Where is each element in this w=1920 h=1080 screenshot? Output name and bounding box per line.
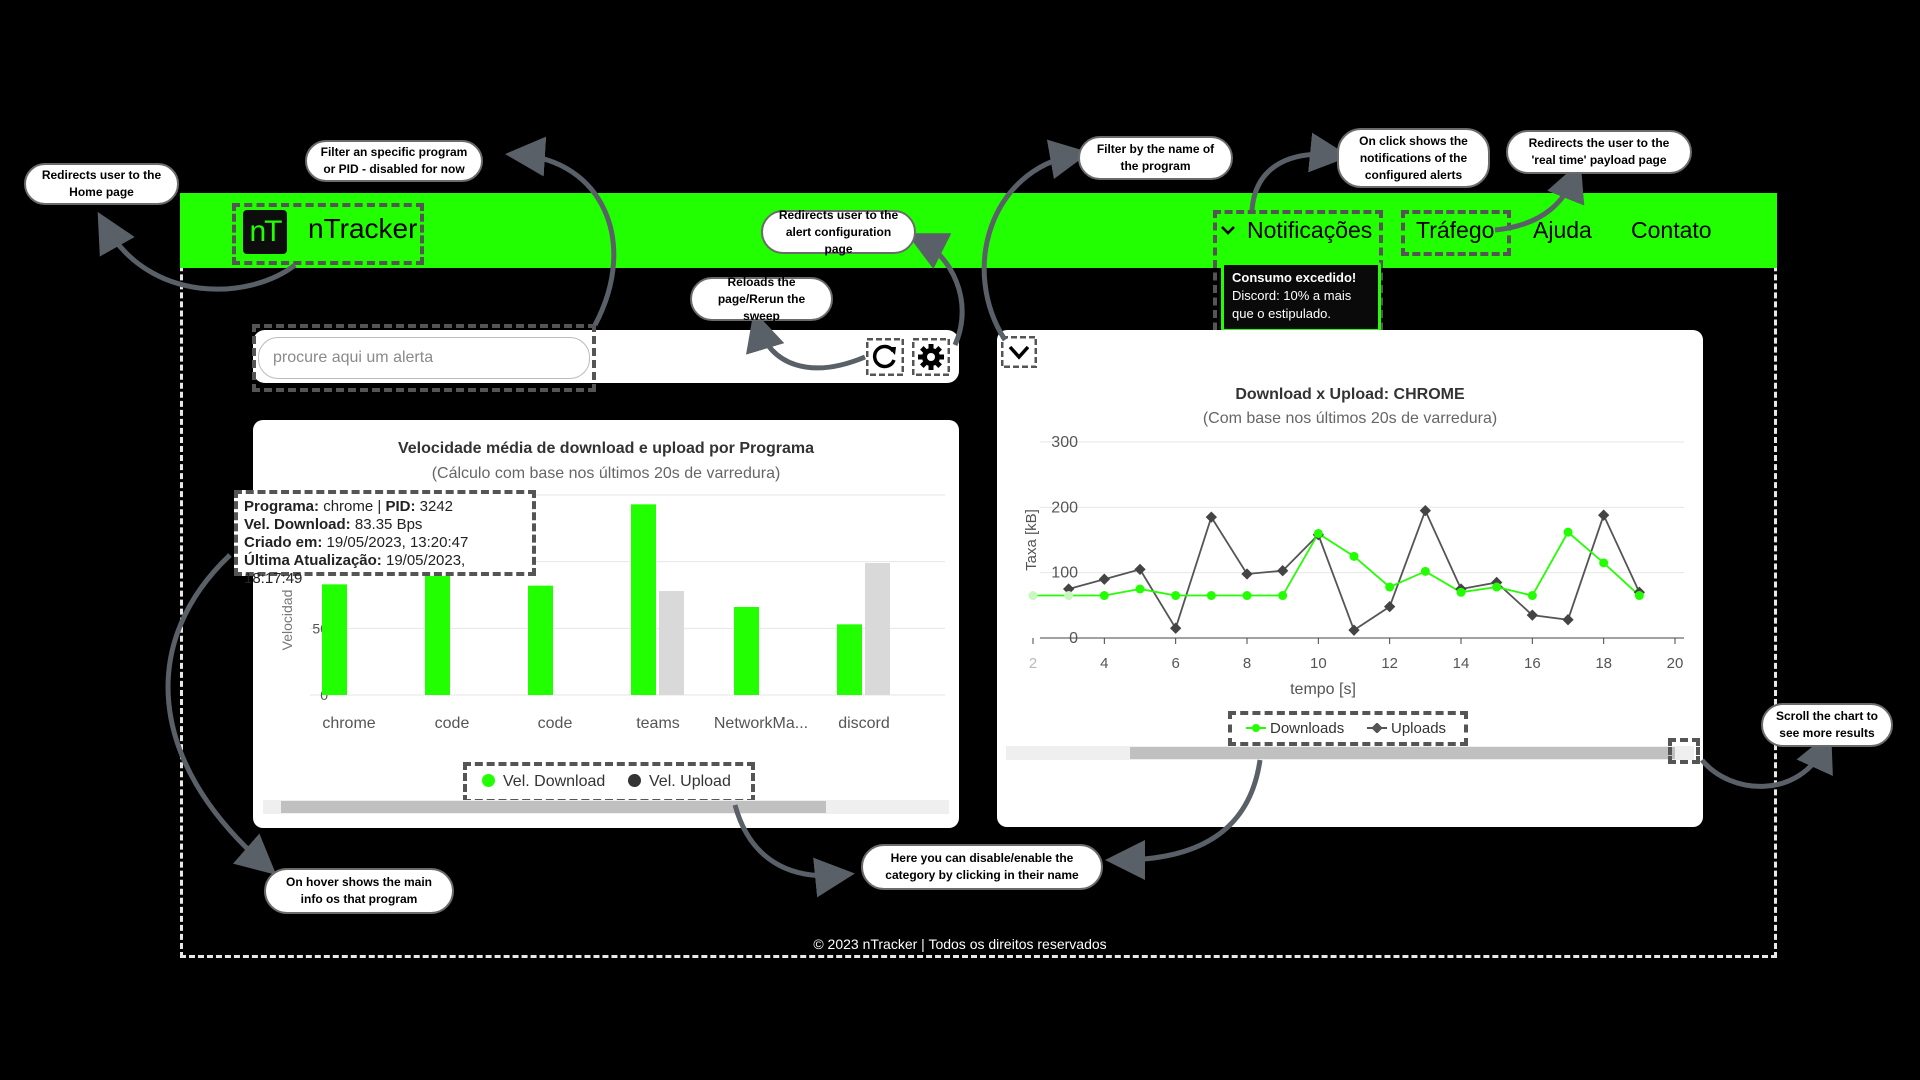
chevron-down-icon[interactable] [1220, 222, 1236, 238]
annotation-hover: On hover shows the main info os that pro… [264, 868, 454, 914]
tooltip-pid-value: 3242 [419, 498, 454, 515]
legend-uploads-marker [1367, 722, 1387, 734]
annotation-alert-config: Redirects user to the alert configuratio… [761, 208, 916, 256]
legend-download-label: Vel. Download [503, 773, 606, 790]
legend-download[interactable]: Vel. Download [482, 773, 605, 791]
notification-popup[interactable]: Consumo excedido! Discord: 10% a mais qu… [1221, 262, 1381, 332]
chevron-down-icon [1000, 335, 1038, 369]
line-chart-scroll-thumb[interactable] [1130, 747, 1675, 759]
tooltip-created-value: 19/05/2023, 13:20:47 [326, 534, 469, 551]
legend-downloads[interactable]: Downloads [1246, 720, 1344, 737]
chart-filter-dropdown[interactable] [1000, 335, 1038, 369]
notification-message: Discord: 10% a mais que o estipulado. [1232, 288, 1352, 321]
logo-dashed-highlight [232, 203, 424, 265]
legend-upload-label: Vel. Upload [649, 773, 731, 790]
annotation-home: Redirects user to the Home page [24, 163, 179, 205]
legend-upload[interactable]: Vel. Upload [628, 773, 731, 791]
bar-chart-scrollbar[interactable] [263, 800, 949, 814]
nav-help[interactable]: Ajuda [1533, 217, 1592, 243]
legend-downloads-label: Downloads [1270, 720, 1345, 737]
program-tooltip: Programa: chrome | PID: 3242 Vel. Downlo… [234, 490, 536, 587]
footer: © 2023 nTracker | Todos os direitos rese… [813, 936, 1107, 952]
traffic-dashed-highlight [1401, 210, 1511, 256]
gear-icon [911, 337, 951, 377]
tooltip-created-label: Criado em: [244, 534, 323, 551]
nav-traffic[interactable]: Tráfego [1416, 217, 1495, 243]
bar-chart-scroll-thumb[interactable] [281, 801, 826, 813]
annotation-category: Here you can disable/enable the category… [861, 844, 1103, 890]
nav-notifications[interactable]: Notificações [1247, 217, 1373, 243]
annotation-filter-program: Filter an specific program or PID - disa… [305, 140, 483, 182]
line-chart-title: Download x Upload: CHROME [1235, 386, 1465, 403]
tooltip-download-value: 83.35 Bps [354, 516, 423, 533]
annotation-reload: Reloads the page/Rerun the sweep [690, 275, 833, 323]
legend-uploads[interactable]: Uploads [1367, 720, 1446, 737]
line-chart-scrollbar[interactable] [1006, 746, 1694, 760]
tooltip-updated-label: Última Atualização: [244, 552, 382, 569]
annotation-traffic: Redirects the user to the 'real time' pa… [1506, 130, 1692, 174]
settings-button[interactable] [911, 337, 951, 377]
tooltip-download-label: Vel. Download: [244, 516, 351, 533]
tooltip-program-label: Programa: [244, 498, 320, 515]
bar-chart-title: Velocidade média de download e upload po… [397, 440, 815, 457]
annotation-filter-name: Filter by the name of the program [1078, 136, 1233, 180]
search-dashed-highlight [252, 324, 596, 392]
bar-chart-subtitle: (Cálculo com base nos últimos 20s de var… [431, 465, 781, 482]
legend-upload-marker [628, 774, 641, 787]
legend-download-marker [482, 774, 495, 787]
legend-downloads-marker [1246, 724, 1266, 732]
bar-chart-card [253, 420, 959, 828]
reload-icon [865, 337, 905, 377]
tooltip-program-value: chrome [323, 498, 374, 515]
line-legend-dashed-highlight [1228, 711, 1468, 746]
scroll-arrow-dashed-highlight [1668, 738, 1700, 764]
annotation-notifications: On click shows the notifications of the … [1337, 128, 1490, 188]
notification-title: Consumo excedido! [1232, 270, 1357, 285]
search-input[interactable] [258, 337, 590, 379]
nav-contact[interactable]: Contato [1631, 217, 1712, 243]
reload-button[interactable] [865, 337, 905, 377]
brand-name[interactable]: nTracker [308, 213, 418, 244]
tooltip-pid-label: PID: [385, 498, 416, 515]
legend-uploads-label: Uploads [1391, 720, 1447, 737]
line-chart-subtitle: (Com base nos últimos 20s de varredura) [1202, 410, 1498, 427]
annotation-scroll: Scroll the chart to see more results [1761, 703, 1893, 747]
